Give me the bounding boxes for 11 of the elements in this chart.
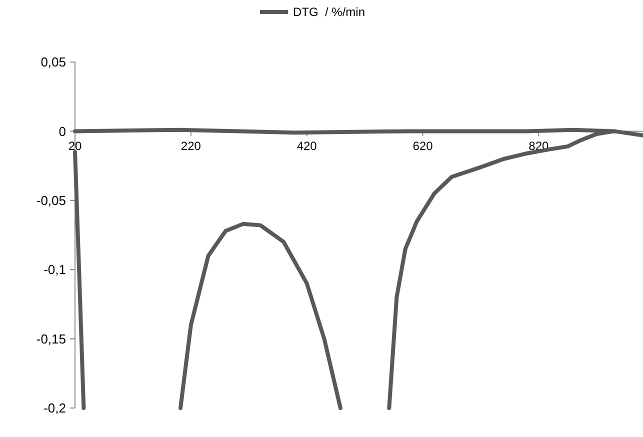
y-tick-label: -0,2: [44, 400, 66, 416]
y-tick-label: 0: [58, 124, 66, 139]
y-tick-label: 0,05: [40, 54, 66, 70]
x-tick-label: 420: [296, 139, 318, 154]
x-tick-label: 220: [180, 139, 202, 154]
y-tick-label: -0,05: [36, 192, 66, 208]
legend-label: DTG / %/min: [293, 5, 366, 19]
x-tick-label: 620: [412, 139, 434, 154]
y-tick-label: -0,15: [36, 331, 66, 346]
x-tick-label: 20: [68, 139, 82, 154]
y-tick-label: -0,1: [44, 262, 66, 278]
